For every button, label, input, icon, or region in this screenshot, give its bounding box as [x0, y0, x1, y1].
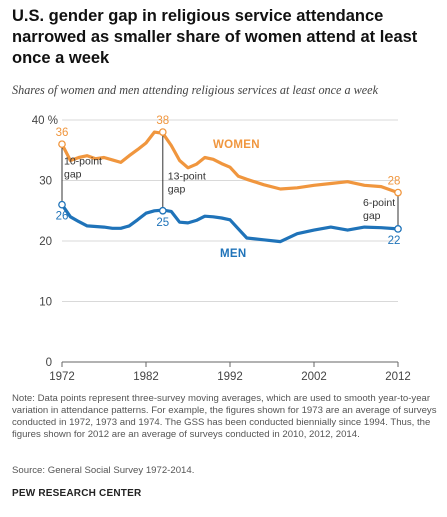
- data-label: 22: [388, 235, 401, 247]
- data-label: 28: [388, 176, 401, 188]
- series-label-men: MEN: [220, 248, 246, 260]
- data-label: 26: [56, 211, 69, 223]
- x-tick-label: 1982: [133, 371, 159, 383]
- y-tick-label: 0: [46, 357, 52, 369]
- pew-research-center-footer: PEW RESEARCH CENTER: [12, 488, 142, 499]
- line-chart: 0 10 20 30 40 % 1972 1982 1992 2002 2012 WOMEN MEN 3…: [32, 115, 411, 383]
- chart-note: Note: Data points represent three-survey…: [12, 393, 437, 440]
- data-label: 36: [56, 127, 69, 139]
- data-point-marker: [158, 128, 167, 136]
- data-point-marker: [158, 206, 167, 215]
- data-point-marker: [58, 140, 66, 149]
- series-label-women: WOMEN: [213, 139, 260, 151]
- gap-annotation: 6-point: [363, 197, 395, 209]
- data-label: 25: [156, 217, 169, 229]
- gap-annotation: gap: [168, 183, 186, 195]
- y-tick-label: 30: [39, 176, 52, 188]
- y-tick-label: 40 %: [32, 115, 58, 127]
- x-tick-label: 1992: [217, 371, 243, 383]
- y-tick-label: 20: [39, 236, 52, 248]
- gap-annotation: 10-point: [64, 155, 102, 167]
- data-label: 38: [156, 115, 169, 127]
- x-tick-label: 2012: [385, 371, 411, 383]
- gap-annotation: 13-point: [168, 170, 206, 182]
- data-point-marker: [394, 225, 402, 233]
- data-point-marker: [58, 200, 66, 209]
- y-tick-label: 10: [39, 297, 52, 309]
- x-tick-label: 1972: [49, 371, 75, 383]
- chart-source: Source: General Social Survey 1972-2014.: [12, 465, 195, 476]
- x-tick-label: 2002: [301, 371, 327, 383]
- gap-annotation: gap: [64, 168, 82, 180]
- series-line-men: [60, 203, 400, 244]
- chart-title: U.S. gender gap in religious service att…: [12, 7, 418, 67]
- series-line-women: [60, 130, 400, 195]
- chart-subtitle: Shares of women and men attending religi…: [12, 83, 379, 97]
- gap-annotation: gap: [363, 210, 381, 222]
- data-point-marker: [394, 188, 402, 197]
